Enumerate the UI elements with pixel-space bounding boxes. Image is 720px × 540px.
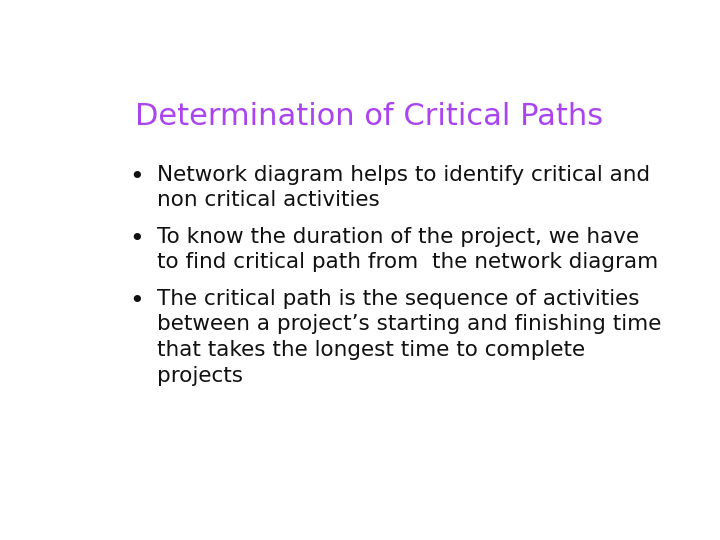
Text: projects: projects: [157, 366, 243, 386]
Text: Determination of Critical Paths: Determination of Critical Paths: [135, 102, 603, 131]
Text: The critical path is the sequence of activities: The critical path is the sequence of act…: [157, 288, 639, 308]
Text: between a project’s starting and finishing time: between a project’s starting and finishi…: [157, 314, 662, 334]
Text: •: •: [129, 288, 144, 313]
Text: Network diagram helps to identify critical and: Network diagram helps to identify critic…: [157, 165, 650, 185]
Text: to find critical path from  the network diagram: to find critical path from the network d…: [157, 252, 658, 272]
Text: non critical activities: non critical activities: [157, 191, 379, 211]
Text: •: •: [129, 165, 144, 188]
Text: that takes the longest time to complete: that takes the longest time to complete: [157, 340, 585, 360]
Text: To know the duration of the project, we have: To know the duration of the project, we …: [157, 227, 639, 247]
Text: •: •: [129, 227, 144, 251]
